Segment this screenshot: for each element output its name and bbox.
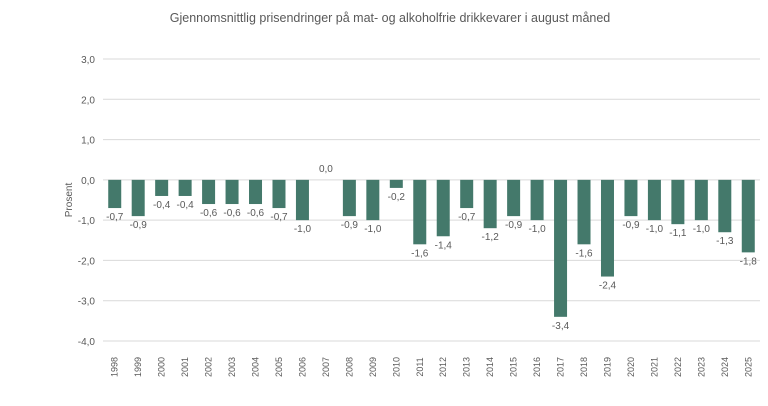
data-label: -0,6 <box>247 208 265 219</box>
x-tick-label: 1999 <box>133 357 143 377</box>
data-label: -0,6 <box>200 208 218 219</box>
x-tick-label: 2022 <box>673 357 683 377</box>
x-tick-label: 2020 <box>626 357 636 377</box>
bar <box>647 179 661 221</box>
x-tick-label: 2019 <box>602 357 612 377</box>
x-tick-label: 2009 <box>368 357 378 377</box>
data-label: -1,0 <box>693 224 711 235</box>
bar <box>202 179 216 205</box>
bar <box>389 179 403 188</box>
data-label: -1,2 <box>482 232 500 243</box>
bar <box>436 179 450 237</box>
data-label: -0,9 <box>130 220 148 231</box>
y-tick-label: -2,0 <box>78 256 96 267</box>
data-label: -1,0 <box>646 224 664 235</box>
data-label: -1,0 <box>528 224 546 235</box>
x-tick-label: 2021 <box>649 357 659 377</box>
x-tick-label: 2025 <box>743 357 753 377</box>
data-label: -1,0 <box>364 224 382 235</box>
data-label: -0,9 <box>622 220 640 231</box>
data-label: -1,8 <box>740 256 758 267</box>
data-label: -1,6 <box>411 248 429 259</box>
data-label: -1,1 <box>669 228 687 239</box>
y-tick-label: 3,0 <box>81 55 95 66</box>
x-tick-label: 2016 <box>532 357 542 377</box>
x-tick-label: 2017 <box>556 357 566 377</box>
bar <box>577 179 591 245</box>
x-tick-label: 2023 <box>696 357 706 377</box>
x-tick-label: 2001 <box>180 357 190 377</box>
data-label: -1,0 <box>294 224 312 235</box>
bar <box>624 179 638 217</box>
bar <box>413 179 427 245</box>
bar <box>600 179 614 277</box>
bar <box>694 179 708 221</box>
x-tick-label: 2010 <box>391 357 401 377</box>
bar <box>295 179 309 221</box>
y-tick-label: 2,0 <box>81 95 95 106</box>
data-label: -0,7 <box>270 212 288 223</box>
data-label: 0,0 <box>319 164 333 175</box>
bar <box>178 179 192 196</box>
x-tick-label: 2014 <box>485 357 495 377</box>
x-tick-label: 2005 <box>274 357 284 377</box>
data-label: -0,7 <box>458 212 476 223</box>
x-tick-label: 2007 <box>321 357 331 377</box>
x-tick-label: 2013 <box>462 357 472 377</box>
bar <box>554 179 568 317</box>
y-axis-label: Prosent <box>64 183 75 218</box>
x-tick-label: 2002 <box>204 357 214 377</box>
bar <box>718 179 732 233</box>
y-tick-label: 0,0 <box>81 176 95 187</box>
x-tick-label: 2015 <box>509 357 519 377</box>
x-tick-label: 2012 <box>438 357 448 377</box>
y-tick-label: 1,0 <box>81 136 95 147</box>
data-label: -0,4 <box>177 200 195 211</box>
data-label: -1,4 <box>435 240 453 251</box>
bar <box>366 179 380 221</box>
bar <box>225 179 239 205</box>
x-tick-label: 1998 <box>110 357 120 377</box>
x-tick-label: 2018 <box>579 357 589 377</box>
y-tick-label: -3,0 <box>78 297 96 308</box>
x-tick-label: 2004 <box>251 357 261 377</box>
bar <box>671 179 685 225</box>
bar <box>530 179 544 221</box>
bar <box>249 179 263 205</box>
data-label: -0,4 <box>153 200 171 211</box>
data-label: -1,3 <box>716 236 734 247</box>
data-label: -1,6 <box>575 248 593 259</box>
data-label: -0,6 <box>223 208 241 219</box>
chart-title: Gjennomsnittlig prisendringer på mat- og… <box>170 11 611 25</box>
data-label: -3,4 <box>552 321 570 332</box>
bar <box>155 179 169 196</box>
x-tick-label: 2024 <box>720 357 730 377</box>
bar <box>272 179 286 209</box>
data-label: -0,9 <box>505 220 523 231</box>
x-tick-label: 2003 <box>227 357 237 377</box>
data-label: -2,4 <box>599 281 617 292</box>
data-label: -0,7 <box>106 212 124 223</box>
bar <box>108 179 122 209</box>
y-tick-label: -1,0 <box>78 216 96 227</box>
data-label: -0,9 <box>341 220 359 231</box>
bar <box>483 179 497 229</box>
bar <box>741 179 755 253</box>
bar <box>507 179 521 217</box>
bar <box>342 179 356 217</box>
x-tick-label: 2000 <box>157 357 167 377</box>
x-tick-label: 2011 <box>415 357 425 376</box>
data-label: -0,2 <box>388 192 406 203</box>
y-tick-label: -4,0 <box>78 337 96 348</box>
x-tick-label: 2006 <box>297 357 307 377</box>
x-tick-label: 2008 <box>344 357 354 377</box>
bar <box>460 179 474 209</box>
bar <box>131 179 145 217</box>
